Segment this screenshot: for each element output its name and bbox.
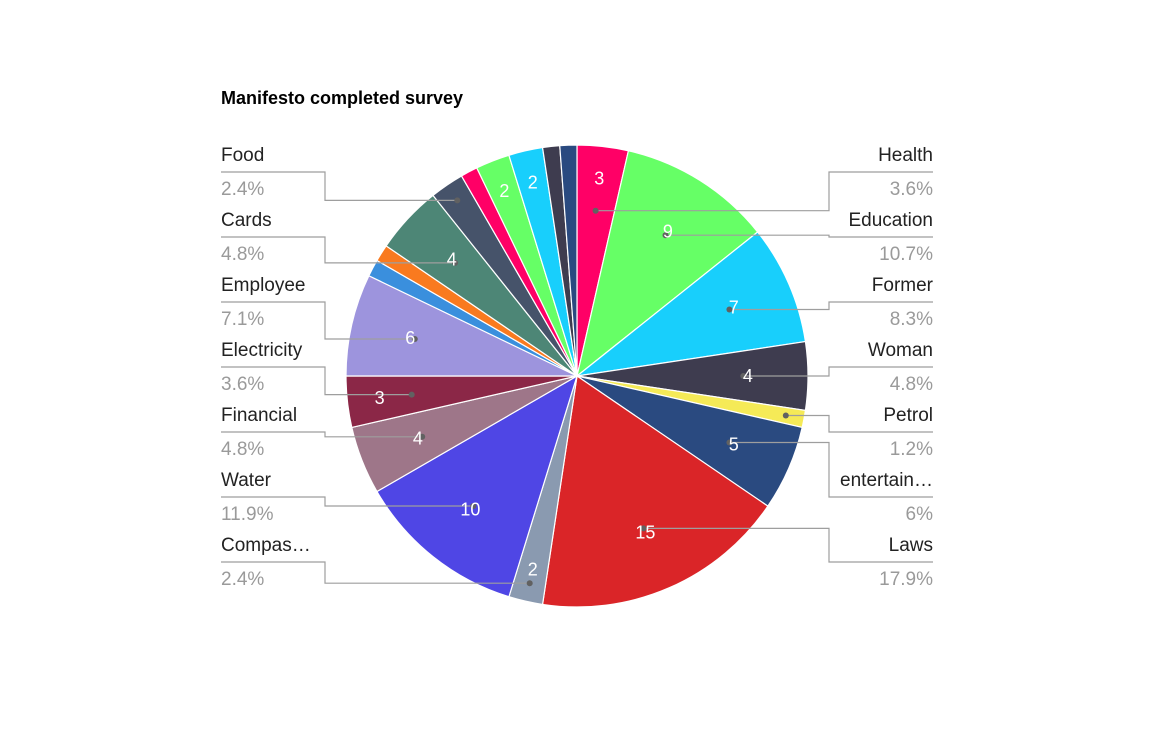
category-label: Financial — [221, 405, 297, 426]
percent-label: 4.8% — [221, 439, 264, 460]
percent-label: 10.7% — [879, 244, 933, 265]
percent-label: 2.4% — [221, 179, 264, 200]
slice-value-label: 2 — [499, 181, 509, 201]
leader-line — [785, 414, 933, 433]
pie-slice-20[interactable] — [559, 144, 578, 377]
leader-line — [665, 234, 933, 238]
leader-dot — [454, 197, 461, 204]
category-label: Woman — [868, 340, 933, 361]
leader-line — [743, 366, 933, 377]
category-label: Water — [221, 470, 272, 491]
leader-dot — [782, 412, 789, 419]
category-label: Laws — [889, 535, 933, 556]
leader-dot — [408, 391, 415, 398]
slice-value-label: 9 — [663, 221, 673, 241]
percent-label: 6% — [906, 504, 934, 525]
leader-dot — [726, 306, 733, 313]
slice-value-label: 10 — [460, 500, 480, 520]
slice-value-label: 4 — [743, 366, 753, 386]
category-label: entertain… — [840, 470, 933, 491]
slice-value-label: 2 — [528, 560, 538, 580]
percent-label: 17.9% — [879, 569, 933, 590]
category-label: Petrol — [883, 405, 933, 426]
percent-label: 3.6% — [221, 374, 264, 395]
pie-slice-1[interactable] — [576, 150, 759, 378]
chart-title: Manifesto completed survey — [221, 88, 464, 108]
category-label: Former — [872, 275, 934, 296]
percent-label: 4.8% — [890, 374, 933, 395]
category-label: Employee — [221, 275, 306, 296]
leader-line — [221, 561, 530, 584]
pie-slice-8[interactable] — [376, 374, 579, 598]
leader-line — [221, 496, 474, 507]
leader-line — [221, 431, 423, 438]
percent-label: 4.8% — [221, 244, 264, 265]
percent-label: 7.1% — [221, 309, 264, 330]
percent-label: 2.4% — [221, 569, 264, 590]
leader-dot — [470, 503, 477, 509]
category-label: Food — [221, 145, 264, 166]
leader-dot — [452, 259, 459, 266]
pie-slices — [345, 144, 809, 608]
leader-line — [729, 301, 933, 311]
leader-lines — [221, 171, 933, 587]
slice-value-label: 4 — [447, 250, 457, 270]
leader-dot — [640, 525, 647, 532]
pie-slice-11[interactable] — [345, 274, 578, 377]
percent-label: 8.3% — [890, 309, 933, 330]
leader-dot — [726, 439, 733, 446]
leader-dot — [662, 232, 669, 239]
percent-label: 11.9% — [221, 504, 274, 525]
leader-line — [221, 236, 456, 264]
leader-line — [221, 301, 415, 340]
slice-value-label: 2 — [528, 172, 538, 192]
leader-dot — [526, 580, 533, 587]
slice-value-label: 7 — [729, 298, 739, 318]
slice-value-label: 5 — [729, 434, 739, 454]
percent-label: 1.2% — [890, 439, 933, 460]
slice-value-label: 4 — [413, 429, 423, 449]
slice-value-label: 15 — [635, 523, 655, 543]
category-label: Compas… — [221, 535, 311, 556]
percent-label: 3.6% — [890, 179, 933, 200]
category-label: Cards — [221, 210, 272, 231]
category-label: Health — [878, 145, 933, 166]
leader-line — [643, 527, 933, 563]
category-label: Education — [848, 210, 933, 231]
category-label: Electricity — [221, 340, 303, 361]
leader-dot — [411, 336, 418, 342]
slice-value-label: 3 — [594, 169, 604, 189]
leader-dot — [419, 433, 426, 440]
pie-slice-6[interactable] — [541, 374, 769, 608]
slice-value-label: 3 — [375, 388, 385, 408]
leader-dot — [592, 207, 599, 214]
leader-line — [729, 441, 933, 498]
leader-line — [221, 366, 412, 396]
leader-dot — [740, 373, 747, 379]
leader-line — [595, 171, 933, 212]
slice-value-label: 6 — [405, 328, 415, 348]
leader-line — [221, 171, 458, 201]
